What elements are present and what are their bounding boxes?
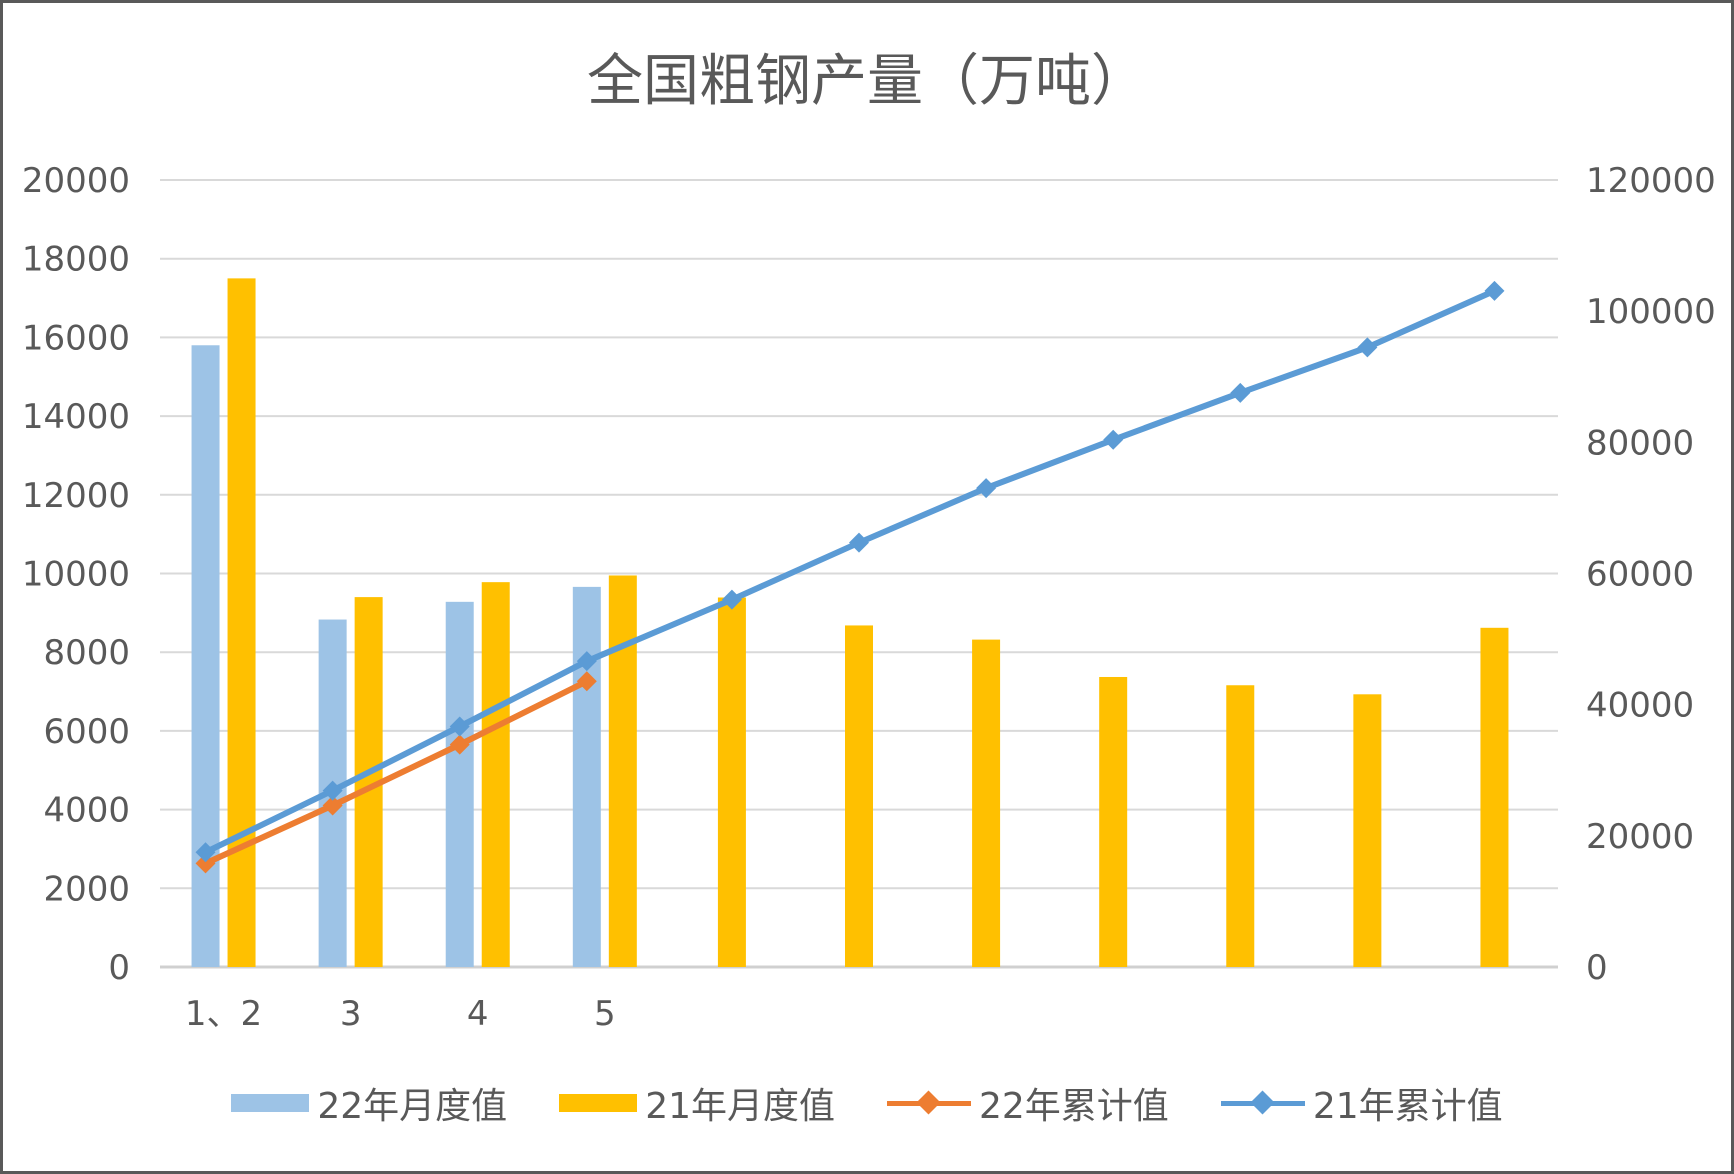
gridlines [160, 179, 1558, 969]
marker-21-cumulative [1484, 280, 1505, 301]
left-axis-tick-label: 6000 [43, 712, 130, 752]
legend-swatch-21-monthly [559, 1094, 638, 1112]
right-axis-ticks: 0 20000 40000 60000 80000 100000 120000 [1586, 161, 1716, 988]
marker-22-cumulative [449, 734, 470, 755]
bar-21-monthly [972, 639, 1001, 967]
right-axis-tick-label: 80000 [1586, 423, 1694, 463]
line-22-cumulative [204, 678, 589, 867]
marker-22-cumulative [195, 853, 216, 874]
left-axis-tick-label: 14000 [22, 397, 130, 437]
line-series [195, 280, 1505, 874]
marker-21-cumulative [195, 842, 216, 863]
x-axis-tick-label: 3 [340, 994, 362, 1034]
marker-21-cumulative [322, 780, 343, 801]
bar-22-monthly [572, 586, 601, 967]
right-axis-tick-label: 100000 [1586, 292, 1716, 332]
left-axis-tick-label: 20000 [22, 161, 130, 201]
left-axis-tick-label: 10000 [22, 555, 130, 595]
bar-21-monthly [608, 575, 637, 967]
x-axis-tick-label: 4 [467, 994, 489, 1034]
left-axis-tick-label: 18000 [22, 240, 130, 280]
legend-label-22-monthly: 22年月度值 [317, 1086, 508, 1127]
marker-21-cumulative [576, 651, 597, 672]
legend-swatch-22-monthly [231, 1094, 310, 1112]
left-axis-tick-label: 4000 [43, 791, 130, 831]
marker-21-cumulative [1103, 429, 1124, 450]
x-axis-tick-label: 1、2 [185, 994, 262, 1034]
right-axis-tick-label: 120000 [1586, 161, 1716, 201]
bar-21-monthly [717, 597, 746, 967]
legend-label-21-monthly: 21年月度值 [645, 1086, 835, 1127]
bar-21-monthly [1353, 694, 1382, 967]
legend-item-22-cumulative: 22年累计值 [887, 1077, 1169, 1129]
marker-21-cumulative [1357, 337, 1378, 358]
left-axis-tick-label: 16000 [22, 318, 130, 358]
legend-item-21-monthly: 21年月度值 [559, 1077, 835, 1129]
legend-swatch-21-cumulative [1220, 1088, 1305, 1118]
left-axis-tick-label: 12000 [22, 476, 130, 516]
bar-21-monthly [481, 582, 510, 967]
marker-21-cumulative [721, 589, 742, 610]
bar-22-monthly [191, 345, 220, 967]
legend: 22年月度值 21年月度值 22年累计值 21年累计值 [0, 1078, 1734, 1128]
legend-label-22-cumulative: 22年累计值 [979, 1086, 1169, 1127]
left-axis-tick-label: 0 [108, 948, 130, 988]
right-axis-tick-label: 60000 [1586, 555, 1694, 595]
marker-21-cumulative [976, 478, 997, 499]
marker-21-cumulative [1230, 382, 1251, 403]
left-axis-ticks: 0 2000 4000 6000 8000 10000 12000 14000 16000 180… [22, 161, 130, 988]
bar-21-monthly [1226, 685, 1255, 967]
bar-21-monthly [1099, 676, 1128, 967]
legend-swatch-22-cumulative [887, 1088, 971, 1118]
right-axis-tick-label: 0 [1586, 948, 1608, 988]
marker-22-cumulative [576, 671, 597, 692]
bar-series [191, 278, 1509, 967]
legend-item-22-monthly: 22年月度值 [231, 1077, 507, 1129]
left-axis-tick-label: 8000 [43, 633, 130, 673]
bar-21-monthly [227, 278, 256, 967]
right-axis-tick-label: 40000 [1586, 686, 1694, 726]
bar-21-monthly [845, 625, 873, 967]
left-axis-tick-label: 2000 [43, 869, 130, 909]
x-axis-tick-label: 5 [594, 994, 616, 1034]
bar-22-monthly [445, 601, 474, 967]
x-axis-ticks: 1、2 3 4 5 [185, 994, 616, 1034]
marker-21-cumulative [449, 716, 470, 737]
right-axis-tick-label: 20000 [1586, 817, 1694, 857]
bar-21-monthly [1480, 627, 1509, 967]
chart-title: 全国粗钢产量（万吨） [587, 49, 1147, 114]
marker-22-cumulative [322, 795, 343, 816]
legend-label-21-cumulative: 21年累计值 [1312, 1086, 1503, 1127]
legend-item-21-cumulative: 21年累计值 [1220, 1077, 1503, 1129]
marker-21-cumulative [849, 532, 869, 553]
